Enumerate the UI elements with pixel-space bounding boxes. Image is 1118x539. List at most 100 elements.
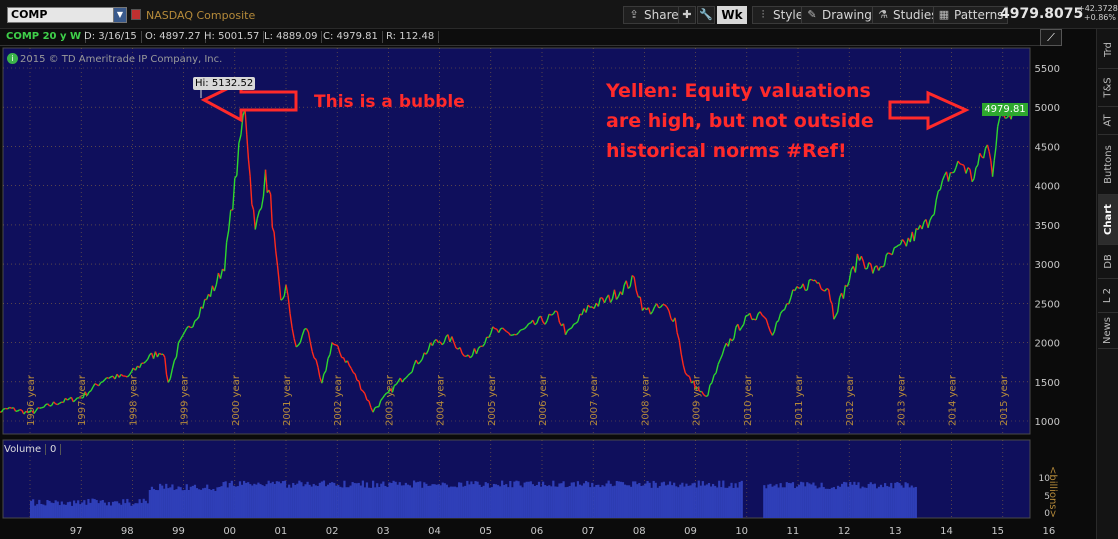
volume-bar	[779, 483, 782, 518]
volume-bar	[314, 485, 317, 518]
style-button[interactable]: ⫶ Style	[752, 6, 809, 24]
price-segment	[285, 284, 289, 296]
price-segment	[352, 371, 356, 375]
price-segment	[269, 194, 274, 228]
bar-style-icon: ⫶	[761, 8, 765, 21]
price-segment	[156, 352, 160, 358]
patterns-button[interactable]: ▦ Patterns	[933, 6, 1009, 24]
wrench-icon[interactable]: 🔧	[697, 6, 715, 24]
tab-db[interactable]: DB	[1098, 245, 1118, 279]
share-button[interactable]: ⇪ Share	[623, 6, 684, 24]
price-segment	[360, 388, 364, 392]
price-segment	[325, 358, 329, 371]
price-segment	[782, 308, 786, 312]
link-color-icon[interactable]	[131, 9, 141, 20]
year-label: 2007 year	[589, 374, 600, 426]
volume-bar	[808, 483, 811, 518]
price-segment	[688, 376, 693, 384]
volume-bar	[240, 484, 244, 518]
volume-bar	[415, 482, 418, 518]
price-segment	[826, 287, 830, 291]
volume-bar	[515, 480, 518, 518]
annotation-yellen: Yellen: Equity valuations are high, but …	[606, 80, 874, 162]
price-segment	[506, 330, 509, 334]
volume-bar	[421, 487, 424, 518]
bar-low: L: 4889.09	[264, 31, 323, 43]
price-segment	[975, 164, 979, 169]
price-segment	[461, 352, 465, 357]
price-segment	[935, 190, 939, 201]
tab-trd[interactable]: Trd	[1098, 31, 1118, 69]
price-segment	[190, 326, 194, 329]
volume-bar	[380, 483, 383, 518]
price-segment	[311, 351, 315, 359]
price-segment	[777, 313, 782, 321]
year-label: 2006 year	[538, 374, 549, 426]
volume-bar	[687, 485, 690, 518]
volume-bar	[640, 485, 643, 518]
volume-bar	[116, 501, 119, 518]
price-segment	[633, 277, 637, 291]
price-segment	[660, 304, 664, 308]
price-segment	[175, 342, 180, 358]
tab-news[interactable]: News	[1098, 313, 1118, 349]
x-tick-label: 97	[70, 526, 83, 537]
annotation-bubble: This is a bubble	[314, 92, 465, 112]
price-segment	[971, 178, 975, 183]
price-segment	[822, 289, 826, 292]
info-icon[interactable]: i	[7, 53, 18, 64]
tab-ts[interactable]: T&S	[1098, 69, 1118, 107]
share-icon: ⇪	[629, 8, 639, 21]
price-segment	[534, 322, 538, 326]
chart-settings-icon[interactable]: ⟋	[1040, 29, 1062, 46]
price-segment	[401, 378, 405, 383]
symbol-dropdown-icon[interactable]: ▼	[113, 7, 127, 23]
volume-bar	[621, 482, 625, 518]
price-segment	[271, 227, 275, 233]
volume-bar	[679, 484, 682, 518]
high-marker-label: Hi: 5132.52	[193, 77, 256, 90]
volume-bar	[521, 487, 524, 518]
y-tick-label: 3000	[1035, 260, 1060, 271]
price-segment	[727, 338, 731, 347]
volume-bar	[300, 482, 303, 518]
volume-bar	[267, 480, 270, 518]
price-segment	[862, 261, 866, 269]
timeframe-button[interactable]: Wk	[717, 6, 747, 24]
volume-bar	[120, 504, 123, 518]
tab-chart[interactable]: Chart	[1098, 195, 1118, 245]
tab-l2[interactable]: L 2	[1098, 279, 1118, 313]
volume-bar	[789, 483, 793, 518]
tab-buttons[interactable]: Buttons	[1098, 135, 1118, 195]
price-segment	[893, 246, 897, 249]
price-segment	[979, 152, 983, 158]
volume-bar	[298, 480, 301, 518]
crosshair-icon[interactable]: ✚	[678, 6, 696, 24]
volume-bar	[585, 480, 588, 518]
volume-bar	[218, 486, 221, 518]
volume-bar	[785, 482, 788, 518]
tab-at[interactable]: AT	[1098, 107, 1118, 135]
price-segment	[313, 357, 317, 361]
volume-bar	[617, 481, 620, 518]
volume-bar	[101, 500, 104, 518]
volume-bar	[513, 481, 516, 518]
price-segment	[806, 279, 810, 291]
price-segment	[251, 204, 255, 211]
price-segment	[378, 400, 382, 407]
price-segment	[965, 167, 969, 174]
price-segment	[831, 304, 835, 320]
studies-button[interactable]: ⚗ Studies	[872, 6, 943, 24]
price-segment	[986, 144, 990, 152]
price-segment	[321, 373, 325, 384]
price-segment	[188, 325, 192, 329]
drawings-button[interactable]: ✎ Drawings	[801, 6, 884, 24]
volume-bar	[668, 481, 672, 518]
volume-bar	[853, 481, 856, 518]
price-segment	[276, 265, 280, 282]
price-segment	[57, 402, 60, 406]
volume-bar	[396, 484, 399, 518]
price-segment	[27, 410, 31, 414]
